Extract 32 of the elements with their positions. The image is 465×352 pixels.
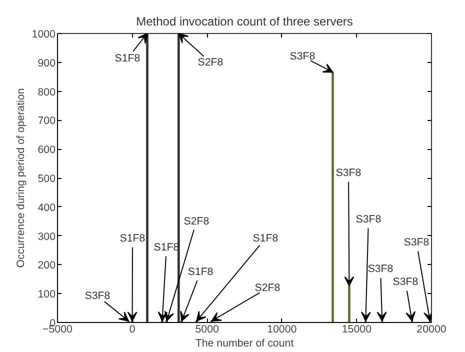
x-axis-title: The number of count (195, 338, 294, 350)
annotation: S3F8 (336, 166, 362, 179)
x-tick-label: 10000 (267, 324, 297, 336)
annotation: S3F8 (356, 213, 382, 226)
x-tick-label: 20000 (416, 324, 446, 336)
annotation: S1F8 (252, 232, 278, 244)
annotation: S3F8 (404, 236, 430, 248)
y-tick-label: 100 (38, 288, 56, 301)
annotation: S1F8 (120, 232, 146, 244)
annotation: S3F8 (368, 263, 394, 276)
chart-title: Method invocation count of three servers (136, 14, 353, 28)
annotation: S1F8 (188, 266, 214, 278)
y-tick-label: 300 (38, 230, 56, 243)
y-tick-label: 1000 (32, 28, 56, 40)
y-tick-label: 800 (38, 86, 56, 98)
x-tick-label: 5000 (195, 324, 220, 336)
annotation: S2F8 (254, 282, 280, 294)
x-tick-label: 15000 (342, 324, 372, 336)
y-tick-label: 200 (38, 260, 56, 272)
y-tick-label: 700 (38, 115, 56, 128)
annotation: S2F8 (198, 56, 224, 68)
annotation: S3F8 (392, 276, 418, 288)
y-axis-title: Occurrence during period of operation (14, 88, 27, 268)
annotation: S1F8 (114, 52, 140, 64)
y-tick-label: 400 (38, 202, 56, 214)
annotation: S3F8 (290, 50, 316, 62)
annotation: S2F8 (184, 215, 210, 228)
y-tick-label: 500 (38, 173, 56, 185)
x-tick-label: 0 (129, 324, 136, 336)
y-tick-label: 600 (38, 144, 56, 156)
annotation: S3F8 (84, 290, 110, 302)
y-tick-label: 900 (38, 57, 56, 70)
